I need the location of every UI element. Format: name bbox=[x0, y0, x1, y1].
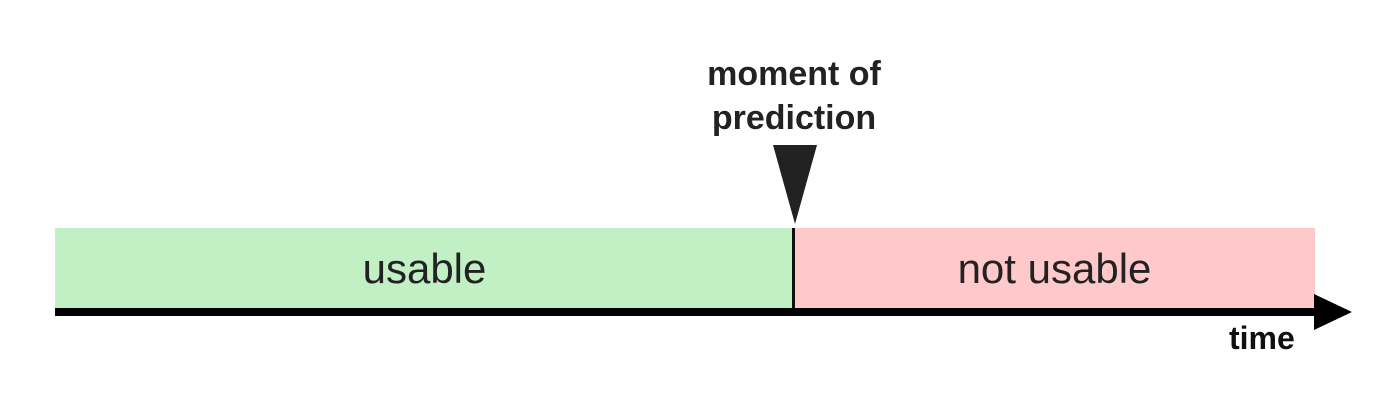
time-axis-arrow-icon bbox=[1314, 294, 1352, 330]
not-usable-label: not usable bbox=[957, 244, 1152, 292]
usable-label: usable bbox=[362, 244, 487, 292]
moment-of-prediction-label: moment of prediction bbox=[644, 52, 944, 140]
time-axis-label: time bbox=[1229, 320, 1295, 356]
prediction-label-line-1: moment of bbox=[707, 55, 881, 93]
time-axis-line bbox=[55, 308, 1320, 316]
prediction-label-line-2: prediction bbox=[711, 99, 877, 137]
prediction-marker-triangle-icon bbox=[773, 145, 817, 224]
prediction-divider-line bbox=[792, 228, 795, 311]
usable-region: usable bbox=[55, 228, 794, 309]
not-usable-region: not usable bbox=[794, 228, 1315, 309]
